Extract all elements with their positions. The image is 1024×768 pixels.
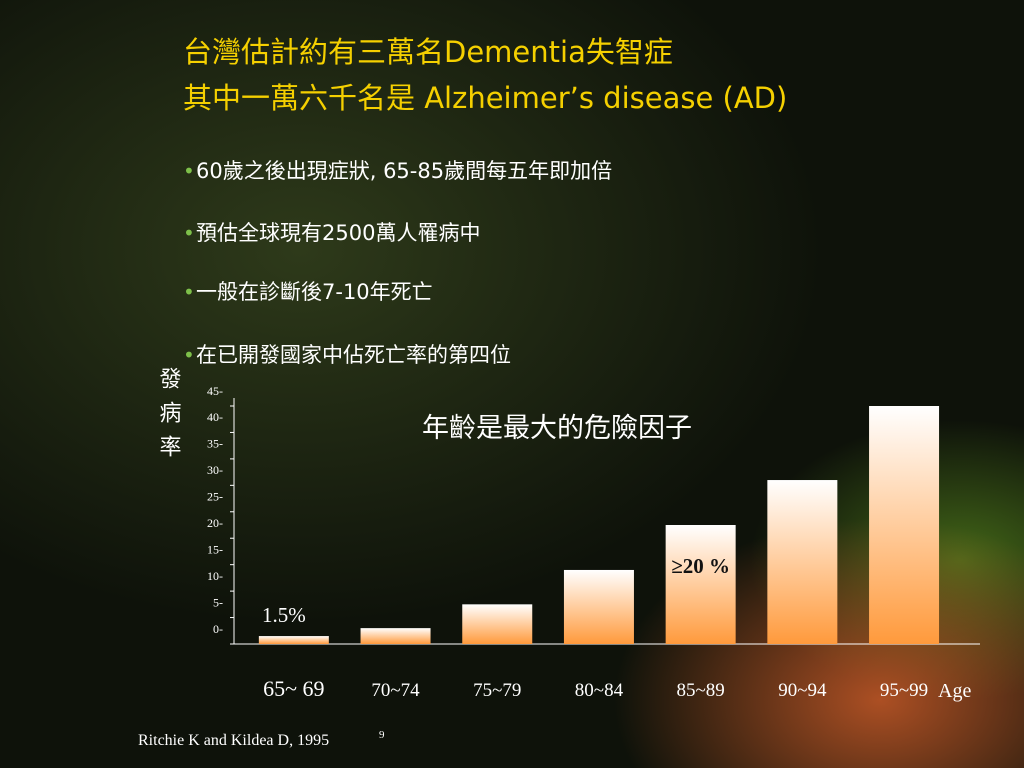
x-tick-label: 75~79 bbox=[473, 680, 521, 701]
value-label: ≥20 % bbox=[671, 554, 730, 578]
y-tick-label: 40- bbox=[207, 410, 223, 424]
y-axis-label: 發病率 bbox=[156, 367, 182, 469]
bar bbox=[563, 569, 634, 644]
y-tick-label: 15- bbox=[207, 542, 223, 556]
x-tick-label: 85~89 bbox=[677, 680, 725, 701]
svg-text:•: • bbox=[183, 159, 195, 183]
value-label: 1.5% bbox=[262, 603, 306, 627]
svg-text:•: • bbox=[183, 280, 195, 304]
y-tick-label: 10- bbox=[207, 569, 223, 583]
bullet: 在已開發國家中佔死亡率的第四位 bbox=[196, 343, 511, 367]
y-tick-label: 5- bbox=[213, 595, 223, 609]
x-tick-label: 80~84 bbox=[575, 680, 624, 701]
y-tick-label: 20- bbox=[207, 516, 223, 530]
x-axis-label: Age bbox=[938, 680, 971, 702]
y-tick-label: 0- bbox=[213, 622, 223, 636]
citation: Ritchie K and Kildea D, 1995 bbox=[138, 732, 329, 749]
bar bbox=[869, 406, 940, 644]
bar bbox=[462, 604, 533, 644]
y-tick-label: 30- bbox=[207, 463, 223, 477]
bullet: 預估全球現有2500萬人罹病中 bbox=[196, 221, 480, 245]
title-line: 其中一萬六千名是 Alzheimer’s disease (AD) bbox=[183, 81, 787, 115]
x-tick-label: 90~94 bbox=[778, 680, 827, 701]
x-tick-label: 95~99 bbox=[880, 680, 928, 701]
bar bbox=[360, 628, 431, 644]
bullet: 60歲之後出現症狀, 65-85歲間每五年即加倍 bbox=[196, 159, 612, 183]
bar bbox=[767, 480, 838, 644]
bar bbox=[258, 636, 329, 644]
annotation: 年齡是最大的危險因子 bbox=[422, 413, 692, 444]
x-tick-label: 70~74 bbox=[371, 680, 420, 701]
y-tick-label: 45- bbox=[207, 384, 223, 398]
svg-text:•: • bbox=[183, 221, 195, 245]
x-tick-label: 65~ 69 bbox=[263, 676, 324, 701]
bar bbox=[665, 525, 736, 644]
y-tick-label: 25- bbox=[207, 490, 223, 504]
citation-ref: 9 bbox=[379, 729, 385, 741]
bullet: 一般在診斷後7-10年死亡 bbox=[196, 280, 433, 304]
svg-text:•: • bbox=[183, 343, 195, 367]
y-tick-label: 35- bbox=[207, 437, 223, 451]
title-line: 台灣估計約有三萬名Dementia失智症 bbox=[183, 35, 673, 69]
